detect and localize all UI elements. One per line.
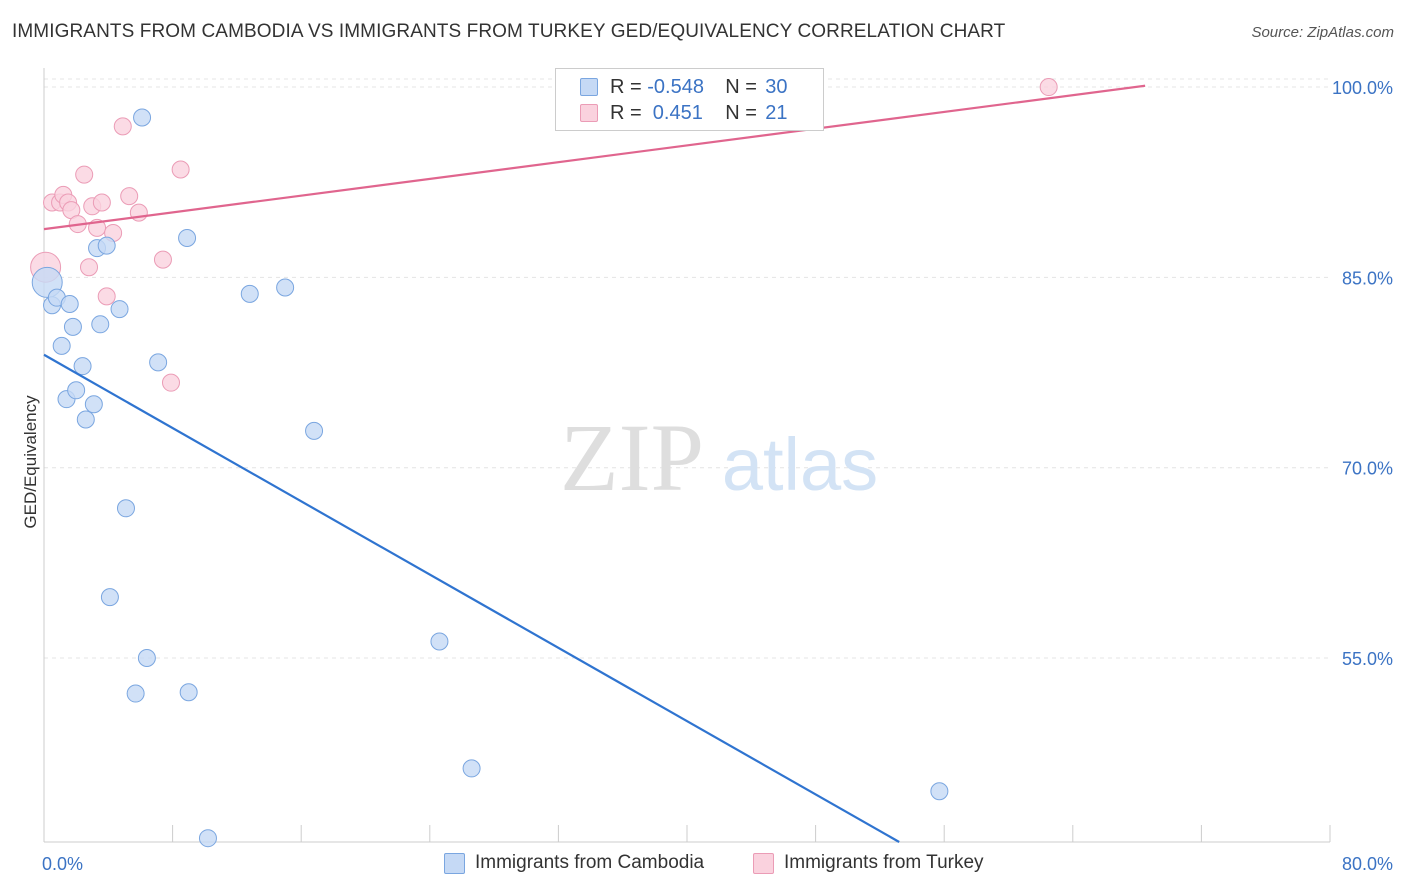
point-cambodia [67,381,86,400]
bottom-legend-label-turkey: Immigrants from Turkey [784,852,984,873]
y-tick-label: 100.0% [1332,78,1393,98]
point-cambodia [63,317,82,336]
point-cambodia [73,357,92,376]
point-turkey [113,117,132,136]
chart-title: IMMIGRANTS FROM CAMBODIA VS IMMIGRANTS F… [12,21,1006,42]
legend-r-label: R = [610,101,648,124]
y-tick-label: 55.0% [1342,649,1393,669]
legend-row-turkey: R = 0.451 N = 21 [580,101,788,125]
legend-n-value-cambodia: 30 [765,75,788,98]
point-turkey [97,287,116,306]
bottom-legend-label-cambodia: Immigrants from Cambodia [475,852,705,873]
point-turkey [75,165,94,184]
point-cambodia [91,315,110,334]
point-turkey [92,193,111,212]
legend-n-label: N = [725,101,763,124]
trend-line-turkey [43,84,1146,231]
bottom-legend-cambodia: Immigrants from Cambodia [444,852,704,874]
point-cambodia [179,683,198,702]
legend-r-value-cambodia: -0.548 [647,75,704,98]
point-cambodia [198,829,217,848]
point-turkey [153,250,172,269]
point-turkey [161,373,180,392]
legend-r-value-turkey: 0.451 [647,101,703,124]
legend-n-value-turkey: 21 [765,101,788,124]
bottom-legend-turkey: Immigrants from Turkey [753,852,984,874]
watermark-atlas: atlas [722,423,878,506]
legend-n-label: N = [725,75,763,98]
point-turkey [1039,78,1058,97]
point-cambodia [133,108,152,127]
point-cambodia [240,284,259,303]
point-turkey [120,187,139,206]
bottom-legend-swatch-turkey [753,852,774,874]
legend-row-cambodia: R = -0.548 N = 30 [580,75,788,99]
point-cambodia [430,632,449,651]
source-label: Source: ZipAtlas.com [1251,24,1394,41]
point-cambodia [462,759,481,778]
legend-swatch-cambodia [580,78,598,96]
correlation-legend: R = -0.548 N = 30 R = 0.451 N = 21 [555,68,824,131]
y-tick-label: 85.0% [1342,268,1393,288]
x-tick-label-max: 80.0% [1342,854,1393,874]
point-cambodia [178,229,197,248]
watermark: ZIP atlas [560,404,878,511]
watermark-zip: ZIP [560,404,704,511]
trend-lines [43,84,1146,843]
y-tick-label: 70.0% [1342,459,1393,479]
point-cambodia [930,782,949,801]
legend-r-label: R = [610,75,648,98]
point-cambodia [276,278,295,297]
point-cambodia [100,588,119,607]
grid-lines [44,78,1330,659]
point-cambodia [84,395,103,414]
point-cambodia [149,353,168,372]
point-cambodia [76,410,95,429]
point-cambodia [52,336,71,355]
tick-labels: 55.0% 70.0% 85.0% 100.0% 0.0% 80.0% [42,78,1393,874]
point-cambodia [126,684,145,703]
point-cambodia [110,300,129,319]
point-turkey [80,258,99,277]
bottom-legend-swatch-cambodia [444,852,465,874]
series-cambodia-points [31,108,949,848]
point-cambodia [60,295,79,314]
legend-swatch-turkey [580,104,598,122]
point-cambodia [137,649,156,668]
point-turkey [171,160,190,179]
axes [43,68,1331,843]
point-cambodia [116,499,135,518]
x-tick-label-min: 0.0% [42,854,83,874]
point-cambodia [97,236,116,255]
y-axis-label: GED/Equivalency [21,395,40,529]
point-cambodia [305,421,324,440]
trend-line-cambodia [43,353,900,843]
